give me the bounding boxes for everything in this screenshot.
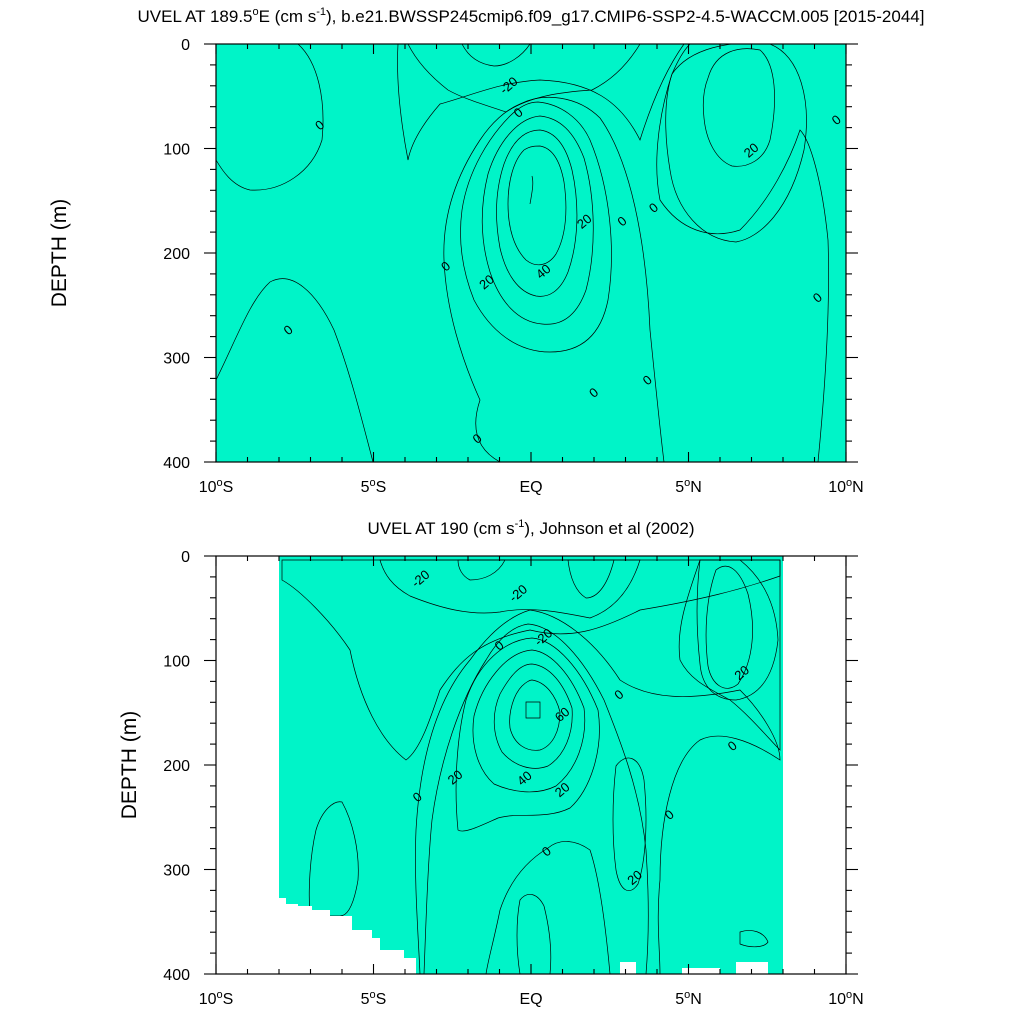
p1-region-surface-core	[461, 44, 531, 67]
p2-region-north-20	[696, 559, 779, 701]
panel-1-title: UVEL AT 189.5oE (cm s-1), b.e21.BWSSP245…	[138, 6, 925, 26]
p1-region-undercurrent-20	[460, 101, 612, 353]
p2-region-undercurrent-envelope	[415, 609, 781, 974]
y-tick-label: 0	[181, 37, 190, 54]
p1-region-background	[216, 44, 846, 462]
p2-region-undercurrent-70	[525, 701, 541, 719]
y-tick-label: 200	[163, 758, 190, 775]
p1-region-undercurrent-30	[481, 115, 594, 325]
x-tick-label: 5oS	[361, 989, 387, 1008]
x-tick-label: 5oN	[675, 989, 702, 1008]
p2-region-upper-westward	[281, 559, 781, 761]
p2-region-surface-core	[457, 559, 506, 581]
p1-region-west-surface	[216, 44, 324, 191]
p2-region-undercurrent-50	[493, 663, 573, 769]
p2-region-undercurrent-30	[455, 637, 600, 832]
p2-region-undercurrent-60	[509, 679, 561, 751]
panel-2-ylabel: DEPTH (m)	[118, 711, 141, 820]
p2-region-surface-core-east	[567, 559, 615, 599]
p2-region-far-east-deep	[739, 930, 769, 948]
p2-region-surface-westward	[379, 559, 641, 619]
x-tick-label: EQ	[519, 479, 542, 496]
p2-region-north-core	[705, 565, 753, 689]
p1-region-undercurrent-50	[507, 145, 567, 266]
p1-region-undercurrent-envelope	[443, 97, 665, 462]
panel-1-axes: 10oS 5oS EQ 5oN 10oN 0 100 200 300 400	[163, 37, 863, 496]
y-tick-label: 400	[163, 455, 190, 472]
p1-region-north-20	[665, 44, 807, 243]
p2-region-north-band	[678, 559, 781, 751]
y-tick-label: 100	[163, 142, 190, 159]
x-tick-label: 10oS	[199, 989, 234, 1008]
panel-2-axes: 10oS 5oS EQ 5oN 10oN 0 100 200 300 400	[163, 549, 863, 1008]
y-tick-label: 400	[163, 967, 190, 984]
p1-region-undercurrent-40	[496, 129, 578, 297]
x-tick-label: 10oS	[199, 477, 234, 496]
p2-region-background	[279, 556, 783, 974]
x-tick-label: 10oN	[828, 477, 863, 496]
p2-region-mid-deep	[516, 893, 552, 974]
x-tick-label: 10oN	[828, 989, 863, 1008]
y-tick-label: 200	[163, 246, 190, 263]
p1-region-upper-westward	[397, 44, 685, 161]
p1-region-north-core	[702, 48, 775, 167]
y-tick-label: 0	[181, 549, 190, 566]
y-tick-label: 100	[163, 654, 190, 671]
x-tick-label: 5oN	[675, 477, 702, 496]
panel-1-ylabel: DEPTH (m)	[48, 199, 71, 308]
p1-region-west-deep	[216, 278, 374, 462]
panel-2-contour-field	[216, 556, 846, 974]
p2-region-missing-data	[216, 556, 416, 974]
y-tick-label: 300	[163, 351, 190, 368]
p2-region-missing-data-east	[620, 556, 846, 974]
p1-region-north-band	[656, 44, 846, 462]
p2-region-undercurrent-40	[472, 649, 586, 793]
p2-region-undercurrent-20	[423, 623, 649, 974]
panel-1-contour-field	[216, 44, 846, 462]
x-tick-label: EQ	[519, 991, 542, 1008]
x-tick-label: 5oS	[361, 477, 387, 496]
panel-model: UVEL AT 189.5oE (cm s-1), b.e21.BWSSP245…	[48, 6, 924, 496]
y-tick-label: 300	[163, 863, 190, 880]
panel-observed: UVEL AT 190 (cm s-1), Johnson et al (200…	[118, 518, 864, 1008]
p2-region-secondary-core	[612, 757, 647, 891]
p2-region-southwest-deep	[308, 801, 359, 917]
panel-2-title: UVEL AT 190 (cm s-1), Johnson et al (200…	[368, 518, 695, 538]
